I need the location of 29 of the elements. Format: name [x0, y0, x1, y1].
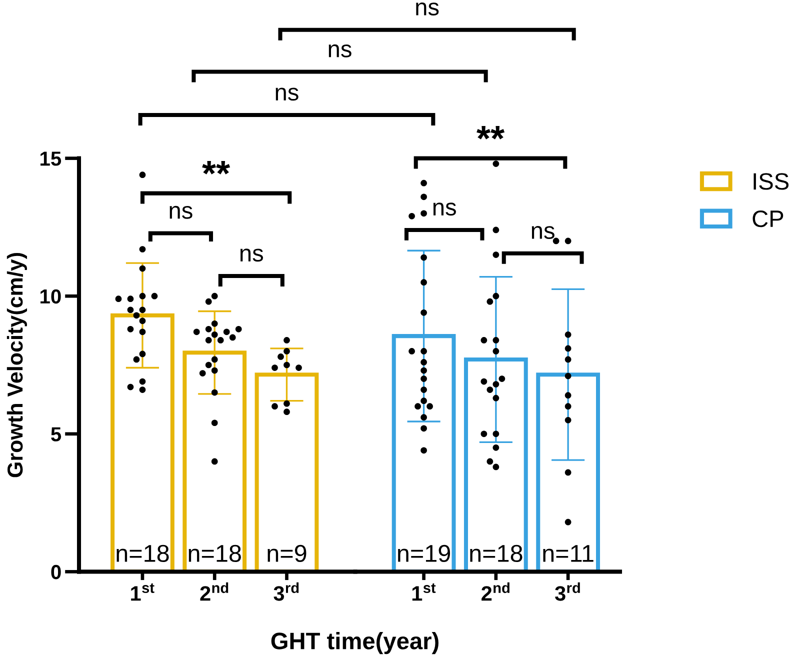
annotation: ** — [202, 160, 230, 174]
x-axis-title: GHT time(year) — [271, 632, 438, 654]
annotation: ns — [240, 248, 264, 262]
annotation: ns — [170, 206, 192, 219]
text: ** — [476, 126, 505, 140]
annotation: ns — [532, 226, 554, 239]
x-tick-label: 2$^{nd}$ — [482, 582, 510, 601]
annotation: n=18 — [116, 544, 169, 562]
y-tick-label: 15 — [40, 152, 62, 166]
x-tick-label: 3$^{rd}$ — [274, 582, 299, 601]
y-axis-title: Growth Velocity(cm/y) — [6, 253, 27, 478]
y-tick-label: 10 — [40, 289, 61, 304]
x-tick-label: 2$^{nd}$ — [200, 582, 228, 601]
x-tick-label: 1$^{st}$ — [131, 583, 154, 601]
legend-label: CP — [752, 210, 784, 228]
annotation: ns — [433, 202, 456, 216]
x-tick-label: 3$^{rd}$ — [555, 582, 580, 601]
text: ns — [276, 88, 298, 101]
text: ns — [328, 44, 352, 58]
y-tick-label: 0 — [51, 564, 61, 580]
legend-label: ISS — [754, 173, 789, 190]
text: ns — [416, 2, 439, 16]
annotation: n=9 — [268, 544, 306, 562]
annotation: n=11 — [543, 545, 594, 562]
annotation: n=18 — [188, 544, 241, 562]
annotation: n=19 — [398, 544, 450, 562]
y-tick-label: 5 — [51, 427, 62, 442]
annotation: n=18 — [470, 544, 522, 562]
x-tick-label: 1$^{st}$ — [412, 583, 436, 601]
